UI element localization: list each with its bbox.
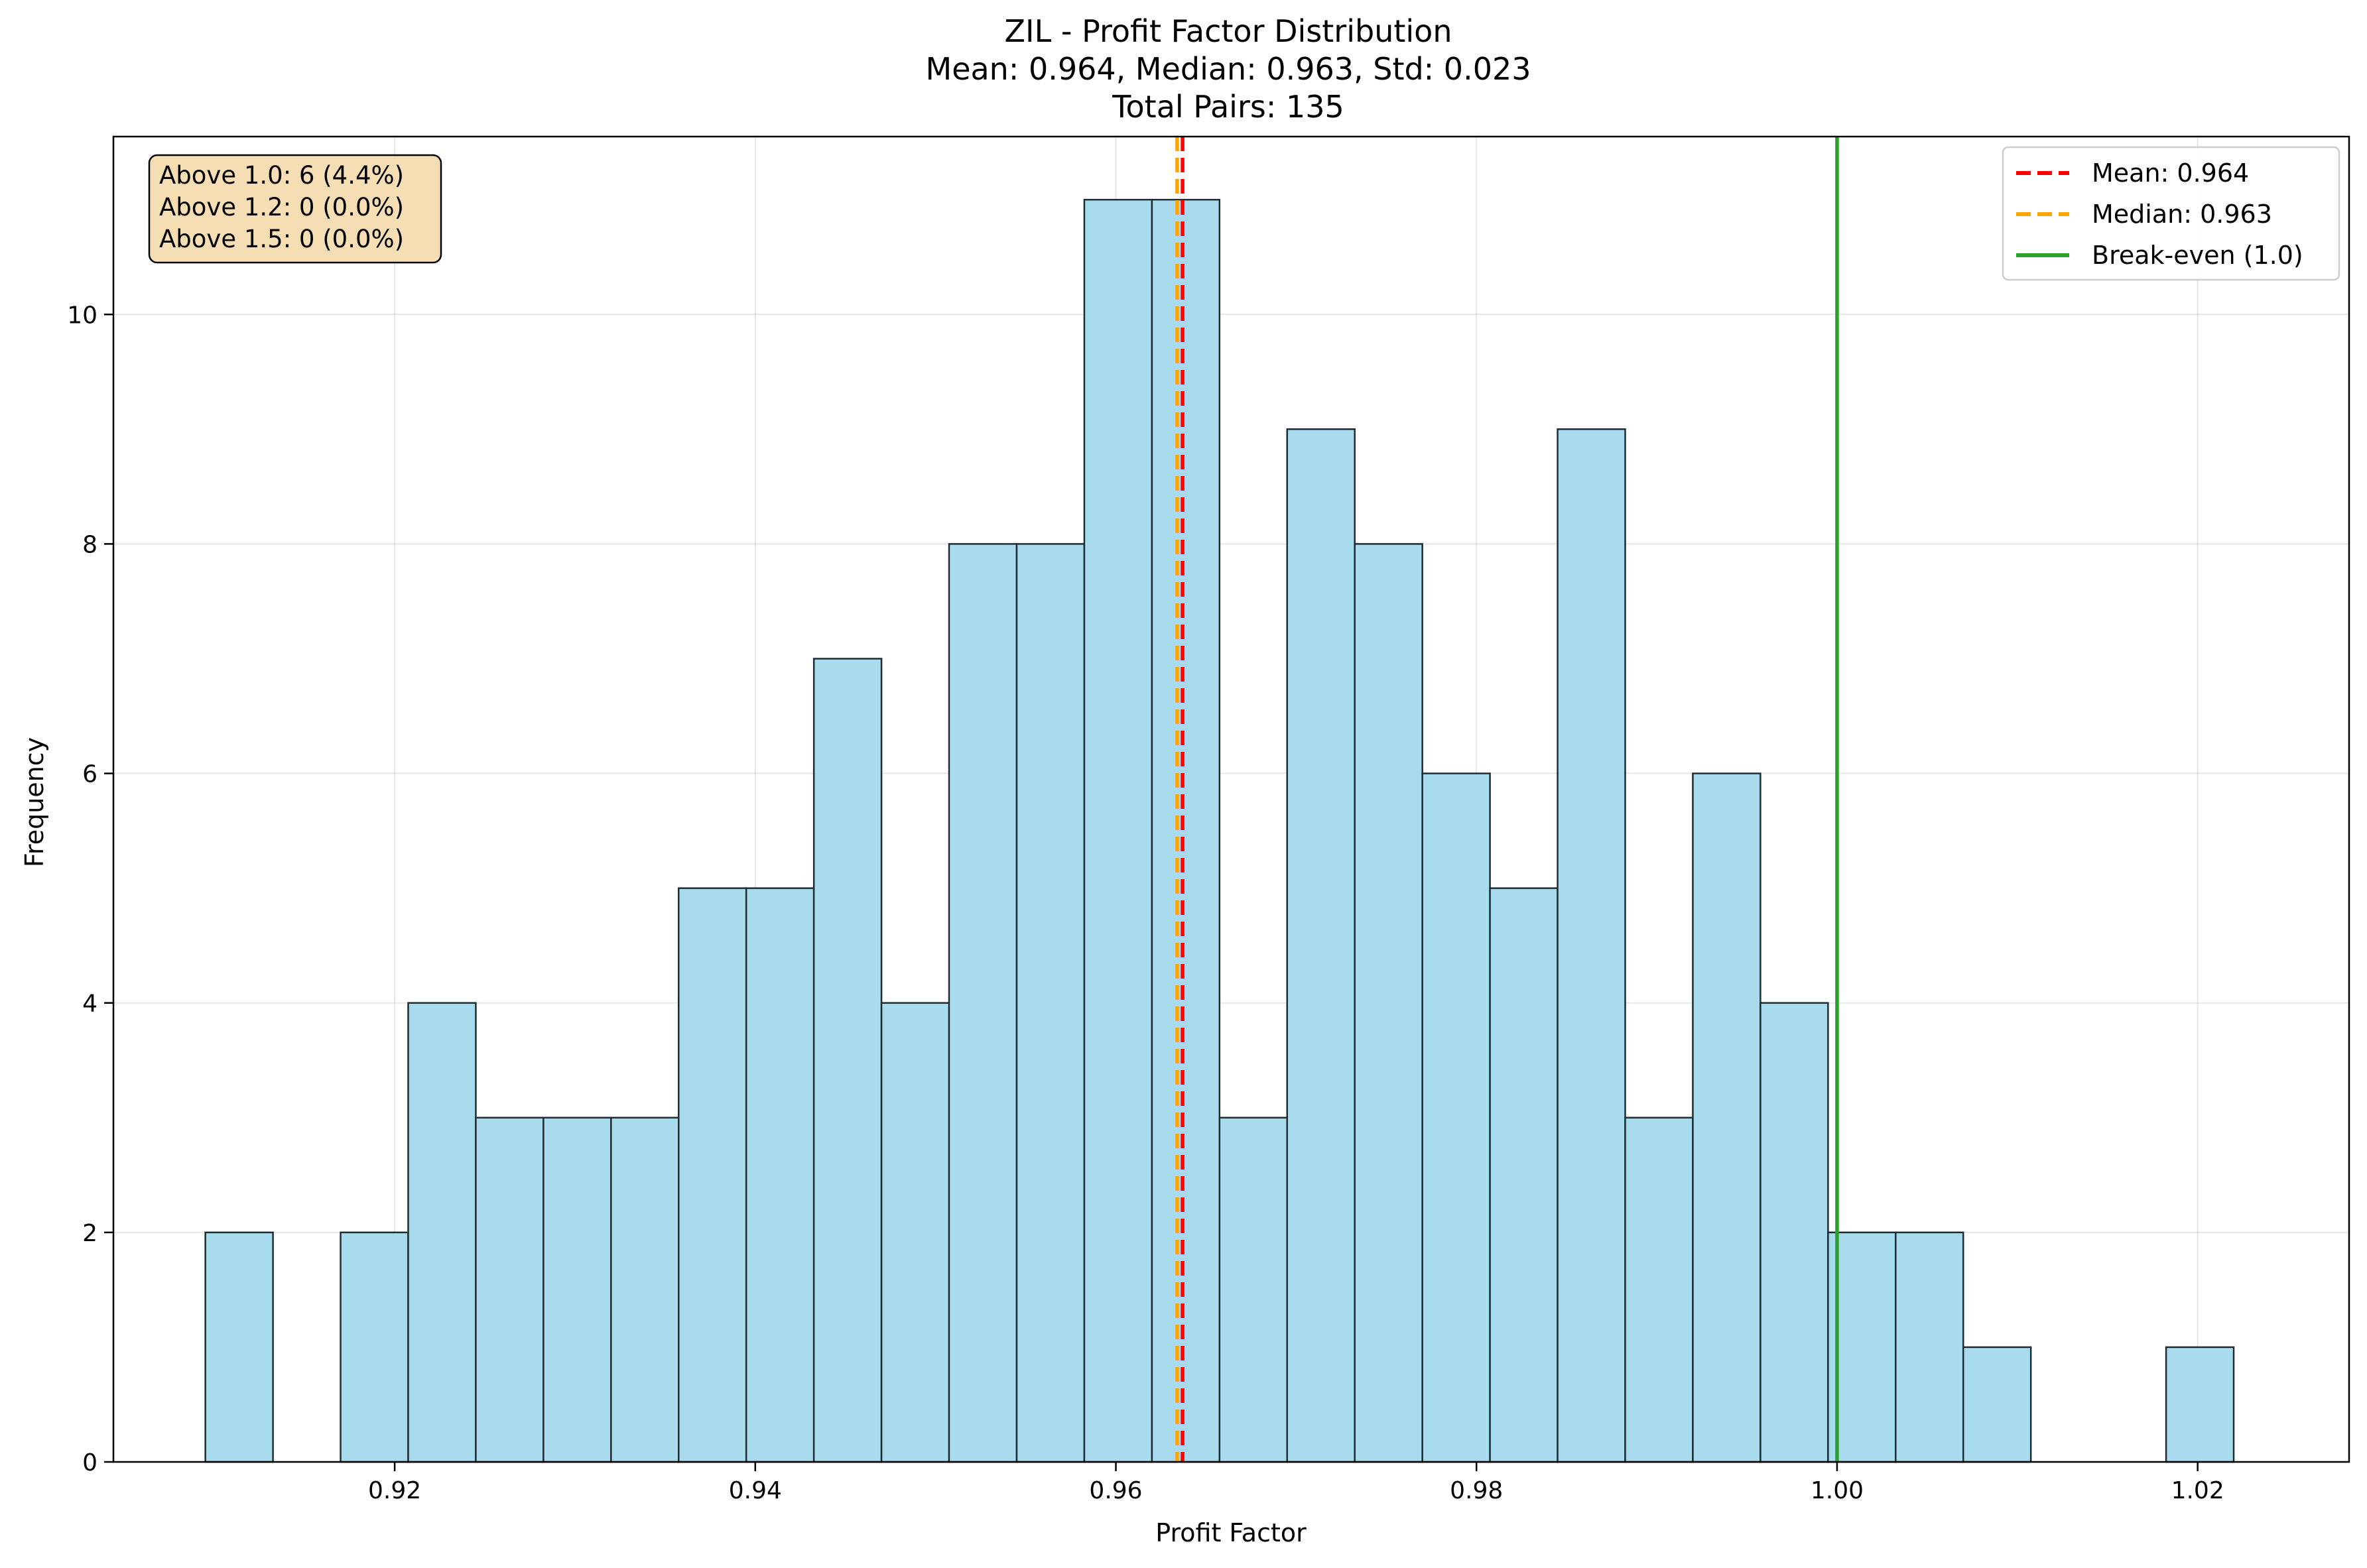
histogram-bar (1624, 1116, 1694, 1463)
histogram-bar (407, 1002, 477, 1463)
x-tick-label: 0.98 (1450, 1477, 1503, 1504)
y-tick-label: 0 (82, 1449, 97, 1477)
chart-title: ZIL - Profit Factor Distribution (1005, 13, 1452, 49)
x-tick-label: 0.92 (368, 1477, 421, 1504)
histogram-bar (1286, 428, 1356, 1463)
histogram-bar (1015, 543, 1086, 1463)
legend: Mean: 0.964 Median: 0.963 Break-even (1.… (2002, 146, 2340, 281)
y-tick-label: 8 (82, 531, 97, 558)
histogram-bar (1557, 428, 1626, 1463)
histogram-bar (1692, 772, 1761, 1463)
histogram-bar (1151, 198, 1221, 1463)
histogram-bar (1827, 1231, 1897, 1463)
y-tick-label: 6 (82, 761, 97, 788)
legend-mean-label: Mean: 0.964 (2092, 158, 2249, 188)
y-tick-label: 10 (67, 302, 97, 329)
histogram-bar (1083, 198, 1153, 1463)
plot-area-frame (112, 135, 2350, 1463)
x-tick-label: 1.02 (2171, 1477, 2224, 1504)
chart-subtitle-stats: Mean: 0.964, Median: 0.963, Std: 0.023 (926, 51, 1531, 87)
legend-breakeven-label: Break-even (1.0) (2092, 241, 2303, 270)
y-tick-label: 4 (82, 991, 97, 1018)
histogram-bar (880, 1002, 950, 1463)
y-axis-ticks: 0 2 4 6 8 10 (67, 302, 113, 1477)
x-axis-label: Profit Factor (1155, 1518, 1307, 1547)
legend-frame (2002, 146, 2340, 281)
histogram-bar (2165, 1346, 2235, 1463)
histogram-bar (204, 1231, 274, 1463)
stats-above-1-5: Above 1.5: 0 (0.0%) (159, 225, 404, 253)
legend-median-label: Median: 0.963 (2092, 200, 2272, 229)
histogram-bar (340, 1231, 409, 1463)
histogram-bar (1218, 1116, 1289, 1463)
histogram-bar (1421, 772, 1491, 1463)
histogram-bar (745, 887, 815, 1463)
stats-above-1-0: Above 1.0: 6 (4.4%) (159, 161, 404, 190)
histogram-bar (948, 543, 1018, 1463)
x-axis-ticks: 0.92 0.94 0.96 0.98 1.00 1.02 (368, 1462, 2224, 1504)
reference-lines (1175, 137, 1839, 1462)
y-axis-label: Frequency (20, 737, 49, 867)
histogram-bar (1962, 1346, 2032, 1463)
stats-box-background (148, 154, 442, 264)
histogram-bar (610, 1116, 680, 1463)
x-tick-label: 1.00 (1811, 1477, 1864, 1504)
histogram-bar (812, 658, 883, 1463)
histogram-bar (543, 1116, 612, 1463)
x-tick-label: 0.94 (729, 1477, 782, 1504)
chart-subtitle-total: Total Pairs: 135 (1112, 89, 1344, 125)
x-tick-label: 0.96 (1089, 1477, 1142, 1504)
histogram-bar (1759, 1002, 1829, 1463)
histogram-bar (678, 887, 747, 1463)
histogram-bars (204, 198, 2235, 1463)
y-tick-label: 2 (82, 1220, 97, 1247)
stats-box: Above 1.0: 6 (4.4%) Above 1.2: 0 (0.0%) … (148, 154, 442, 264)
histogram-bar (475, 1116, 544, 1463)
stats-above-1-2: Above 1.2: 0 (0.0%) (159, 193, 404, 221)
histogram-bar (1354, 543, 1423, 1463)
histogram-bar (1895, 1231, 1964, 1463)
histogram-bar (1489, 887, 1559, 1463)
